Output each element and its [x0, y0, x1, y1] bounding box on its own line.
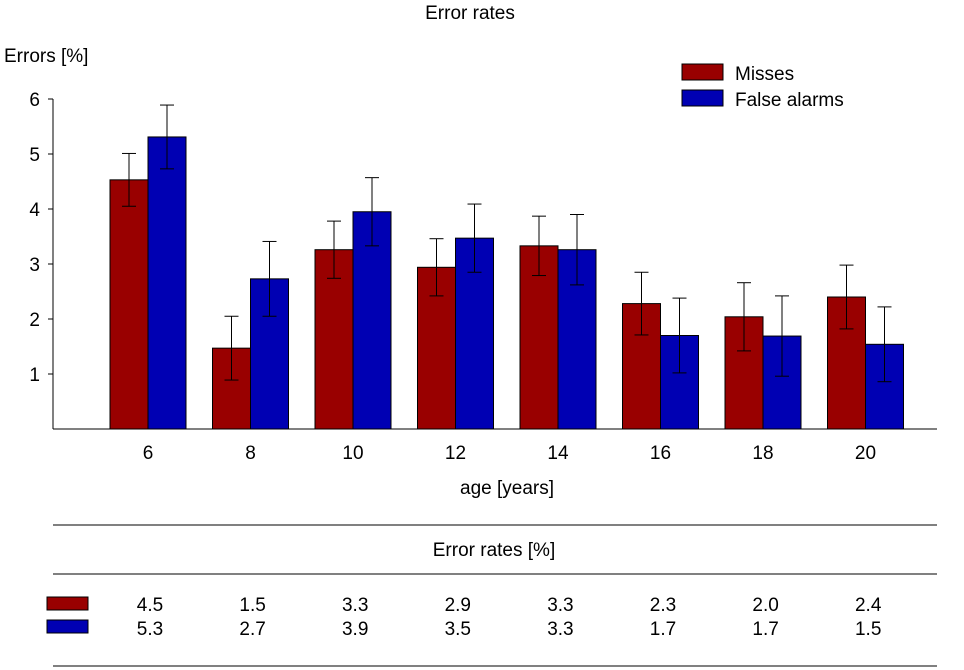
table-cell-false-alarms-20: 1.5: [855, 619, 881, 640]
table-cell-misses-8: 1.5: [239, 595, 265, 616]
table-cell-false-alarms-16: 1.7: [650, 619, 676, 640]
bar-false-alarms-10: [352, 211, 392, 430]
legend-label-false-alarms: False alarms: [735, 90, 844, 111]
table-cell-false-alarms-10: 3.9: [342, 619, 368, 640]
bar-false-alarms-6: [147, 136, 187, 430]
table-swatch-misses: [46, 596, 89, 611]
bar-misses-6: [109, 179, 149, 430]
table-cell-misses-6: 4.5: [137, 595, 163, 616]
table-cell-misses-10: 3.3: [342, 595, 368, 616]
x-tick-label-14: 14: [547, 443, 569, 464]
x-tick-label-8: 8: [245, 443, 256, 464]
table-cell-misses-14: 3.3: [547, 595, 573, 616]
y-tick-label-3: 3: [29, 255, 40, 276]
table-swatch-false-alarms: [46, 619, 89, 634]
x-axis-label: age [years]: [460, 478, 554, 499]
table-cell-misses-12: 2.9: [445, 595, 471, 616]
bar-misses-14: [519, 245, 559, 430]
table-cell-false-alarms-6: 5.3: [137, 619, 163, 640]
x-tick-label-12: 12: [445, 443, 466, 464]
y-tick-label-4: 4: [29, 200, 40, 221]
y-tick-label-6: 6: [29, 90, 40, 111]
table-cell-false-alarms-14: 3.3: [547, 619, 573, 640]
y-tick-label-1: 1: [29, 365, 40, 386]
table-cell-false-alarms-18: 1.7: [752, 619, 778, 640]
table-title: Error rates [%]: [433, 540, 555, 561]
data-table: Error rates [%] 4.5 1.5 3.3 2.9 3.3 2.3 2.0 2.4…: [46, 524, 937, 667]
legend-swatch-misses: [681, 63, 724, 81]
x-tick-label-10: 10: [342, 443, 363, 464]
y-tick-label-2: 2: [29, 310, 40, 331]
x-tick-label-16: 16: [650, 443, 671, 464]
bars: [109, 136, 904, 430]
table-cell-false-alarms-12: 3.5: [445, 619, 471, 640]
x-tick-label-18: 18: [752, 443, 773, 464]
table-cell-misses-18: 2.0: [752, 595, 778, 616]
table-cell-misses-16: 2.3: [650, 595, 676, 616]
x-ticks: 6 8 10 12 14 16 18 20: [143, 443, 876, 464]
y-axis-label: Errors [%]: [4, 46, 88, 67]
legend-swatch-false-alarms: [681, 89, 724, 107]
legend: Misses False alarms: [681, 63, 844, 111]
y-ticks: 1 2 3 4 5 6: [29, 90, 53, 386]
x-tick-label-6: 6: [143, 443, 154, 464]
x-tick-label-20: 20: [855, 443, 876, 464]
table-cell-false-alarms-8: 2.7: [239, 619, 265, 640]
table-cell-misses-20: 2.4: [855, 595, 882, 616]
y-tick-label-5: 5: [29, 145, 40, 166]
bar-misses-10: [314, 249, 354, 430]
table-cells: 4.5 1.5 3.3 2.9 3.3 2.3 2.0 2.4 5.3 2.7 3.9 3.5 3.3 1…: [137, 595, 882, 640]
chart-title: Error rates: [425, 3, 515, 24]
error-bars: [122, 104, 892, 383]
legend-label-misses: Misses: [735, 64, 794, 85]
